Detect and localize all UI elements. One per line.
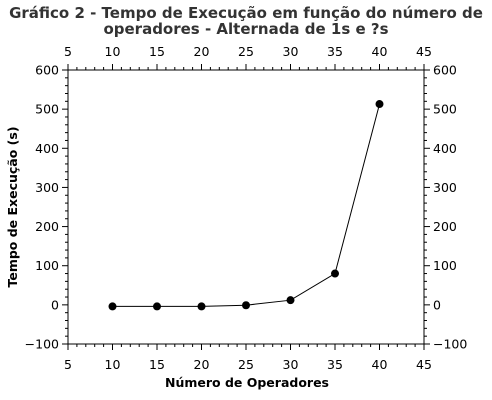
x-tick-label-bottom: 40: [372, 357, 388, 372]
y-tick-label-left: 500: [35, 102, 59, 117]
y-tick-label-left: 600: [35, 63, 59, 78]
x-tick-label-bottom: 30: [283, 357, 299, 372]
y-tick-label-right: 600: [433, 63, 457, 78]
x-tick-label-bottom: 15: [149, 357, 165, 372]
series-line: [112, 103, 380, 307]
x-tick-label-bottom: 25: [238, 357, 254, 372]
x-tick-label-top: 10: [105, 44, 121, 59]
data-point: [331, 269, 339, 278]
data-point: [197, 302, 206, 311]
x-tick-label-bottom: 10: [105, 357, 121, 372]
x-tick-label-top: 20: [194, 44, 210, 59]
data-point: [108, 302, 117, 311]
data-point: [242, 301, 250, 310]
y-tick-label-right: 300: [433, 180, 457, 195]
y-tick-label-right: −100: [433, 337, 467, 352]
x-tick-label-top: 5: [64, 44, 72, 59]
x-axis-label: Número de Operadores: [165, 375, 329, 390]
y-tick-label-right: 0: [433, 297, 441, 312]
x-tick-label-top: 30: [283, 44, 299, 59]
x-tick-label-top: 25: [238, 44, 254, 59]
data-point: [153, 302, 161, 311]
x-tick-label-bottom: 45: [416, 357, 432, 372]
x-tick-label-bottom: 35: [327, 357, 343, 372]
x-tick-label-bottom: 20: [194, 357, 210, 372]
y-axis-label: Tempo de Execução (s): [5, 126, 20, 287]
chart-title-line-1: Gráfico 2 - Tempo de Execução em função …: [9, 4, 483, 22]
data-point: [286, 296, 295, 305]
y-tick-label-right: 200: [433, 219, 457, 234]
x-tick-label-top: 15: [149, 44, 165, 59]
y-tick-label-left: 100: [35, 258, 59, 273]
y-tick-label-left: 400: [35, 141, 59, 156]
y-tick-label-left: 200: [35, 219, 59, 234]
y-tick-label-left: −100: [25, 337, 59, 352]
x-tick-label-top: 35: [327, 44, 343, 59]
y-tick-label-left: 0: [51, 297, 59, 312]
plot-frame: [67, 69, 425, 345]
x-tick-label-top: 40: [372, 44, 388, 59]
data-point: [375, 100, 384, 109]
chart-title-line-2: operadores - Alternada de 1s e ?s: [103, 20, 388, 38]
y-tick-label-right: 400: [433, 141, 457, 156]
x-tick-label-top: 45: [416, 44, 432, 59]
y-tick-label-right: 100: [433, 258, 457, 273]
y-tick-label-left: 300: [35, 180, 59, 195]
series-layer: [108, 100, 384, 311]
y-tick-label-right: 500: [433, 102, 457, 117]
x-tick-label-bottom: 5: [64, 357, 72, 372]
